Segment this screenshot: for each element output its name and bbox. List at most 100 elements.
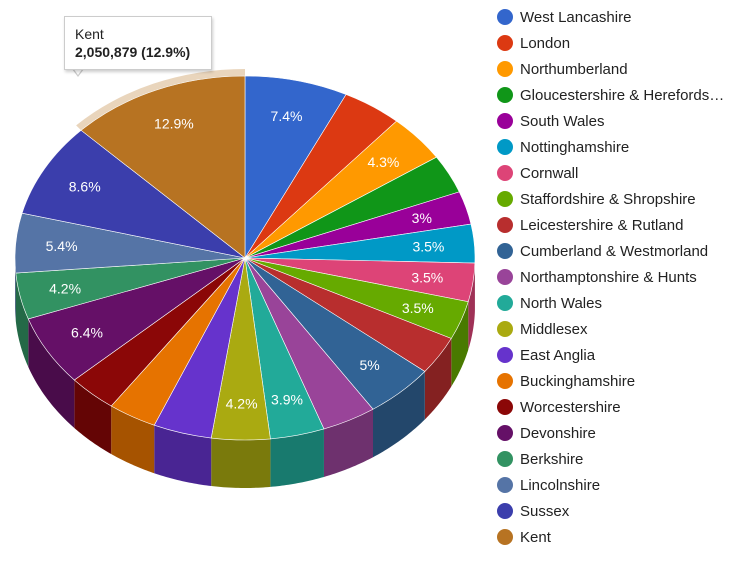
- legend-item[interactable]: Gloucestershire & Herefords…: [497, 82, 724, 108]
- slice-label-20: 8.6%: [69, 179, 101, 195]
- legend-item[interactable]: Lincolnshire: [497, 472, 724, 498]
- legend-swatch: [497, 321, 513, 337]
- legend-swatch: [497, 529, 513, 545]
- legend-label: Lincolnshire: [520, 476, 601, 494]
- legend-item[interactable]: Buckinghamshire: [497, 368, 724, 394]
- legend-swatch: [497, 61, 513, 77]
- slice-label-12: 3.9%: [271, 392, 303, 408]
- slice-label-5: 3%: [412, 210, 432, 226]
- legend-item[interactable]: Sussex: [497, 498, 724, 524]
- pie-side-12: [270, 428, 324, 487]
- legend-label: Middlesex: [520, 320, 588, 338]
- pie-side-16: [74, 380, 112, 455]
- legend-item[interactable]: Devonshire: [497, 420, 724, 446]
- pie-side-18: [15, 273, 29, 367]
- slice-label-3: 4.3%: [367, 154, 399, 170]
- slice-label-13: 4.2%: [226, 396, 258, 412]
- legend-swatch: [497, 425, 513, 441]
- legend-label: Kent: [520, 528, 551, 546]
- legend-label: Gloucestershire & Herefords…: [520, 86, 725, 104]
- legend-swatch: [497, 165, 513, 181]
- slice-label-6: 3.5%: [412, 238, 444, 254]
- legend-swatch: [497, 191, 513, 207]
- legend-item[interactable]: Kent: [497, 524, 724, 550]
- legend-swatch: [497, 451, 513, 467]
- pie-slice-highlight: [76, 69, 245, 131]
- legend-label: Worcestershire: [520, 398, 621, 416]
- pie-slices: [14, 69, 476, 441]
- legend-swatch: [497, 217, 513, 233]
- legend-item[interactable]: London: [497, 30, 724, 56]
- legend-swatch: [497, 373, 513, 389]
- legend-item[interactable]: Berkshire: [497, 446, 724, 472]
- tooltip-value: 2,050,879 (12.9%): [75, 44, 191, 60]
- slice-label-7: 3.5%: [411, 270, 443, 286]
- pie-side-14: [154, 425, 212, 487]
- slice-label-8: 3.5%: [402, 300, 434, 316]
- tooltip: Kent 2,050,879 (12.9%): [64, 16, 212, 70]
- pie-side-8: [451, 301, 469, 387]
- legend-label: Buckinghamshire: [520, 372, 636, 390]
- pie-slice-labels: 7.4% 4.3% 3% 3.5% 3.5% 3.5% 5% 3.9% 4.2% 6.4% 4.2%…: [46, 108, 445, 411]
- pie-slice-21[interactable]: [80, 75, 246, 259]
- legend-item[interactable]: Nottinghamshire: [497, 134, 724, 160]
- slice-label-21: 12.9%: [154, 116, 194, 132]
- pie-side-17: [28, 318, 75, 428]
- legend-item[interactable]: Northumberland: [497, 56, 724, 82]
- legend-swatch: [497, 347, 513, 363]
- legend-item[interactable]: West Lancashire: [497, 4, 724, 30]
- pie-side-13: [211, 438, 271, 488]
- legend-item[interactable]: Leicestershire & Rutland: [497, 212, 724, 238]
- legend-item[interactable]: Middlesex: [497, 316, 724, 342]
- legend-swatch: [497, 399, 513, 415]
- pie-side-walls: [15, 258, 475, 488]
- legend-label: Northumberland: [520, 60, 628, 78]
- pie-side-10: [373, 371, 425, 458]
- legend-label: Cumberland & Westmorland: [520, 242, 709, 260]
- legend-item[interactable]: South Wales: [497, 108, 724, 134]
- legend-swatch: [497, 503, 513, 519]
- slice-label-17: 6.4%: [71, 325, 103, 341]
- legend-swatch: [497, 35, 513, 51]
- slice-label-19: 5.4%: [46, 238, 78, 254]
- legend-swatch: [497, 9, 513, 25]
- legend-label: Cornwall: [520, 164, 579, 182]
- pie-chart: 7.4% 4.3% 3% 3.5% 3.5% 3.5% 5% 3.9% 4.2% 6.4% 4.2%…: [14, 69, 476, 488]
- slice-label-1: 7.4%: [271, 108, 303, 124]
- legend-item[interactable]: Worcestershire: [497, 394, 724, 420]
- legend-label: Nottinghamshire: [520, 138, 630, 156]
- slice-label-18: 4.2%: [49, 281, 81, 297]
- legend-item[interactable]: Staffordshire & Shropshire: [497, 186, 724, 212]
- legend-label: Berkshire: [520, 450, 584, 468]
- legend-item[interactable]: Cumberland & Westmorland: [497, 238, 724, 264]
- legend-label: Northamptonshire & Hunts: [520, 268, 697, 286]
- legend-label: West Lancashire: [520, 8, 632, 26]
- legend-swatch: [497, 269, 513, 285]
- legend-label: Leicestershire & Rutland: [520, 216, 684, 234]
- pie-side-9: [424, 338, 452, 420]
- slice-label-10: 5%: [359, 357, 379, 373]
- tooltip-pointer-fill: [73, 68, 83, 75]
- legend-label: Sussex: [520, 502, 570, 520]
- legend-label: Staffordshire & Shropshire: [520, 190, 696, 208]
- legend-swatch: [497, 477, 513, 493]
- legend-swatch: [497, 243, 513, 259]
- tooltip-title: Kent: [75, 26, 104, 42]
- legend-swatch: [497, 295, 513, 311]
- legend-label: East Anglia: [520, 346, 596, 364]
- legend-item[interactable]: Cornwall: [497, 160, 724, 186]
- legend-item[interactable]: East Anglia: [497, 342, 724, 368]
- legend-swatch: [497, 139, 513, 155]
- pie-slice-1[interactable]: [244, 75, 347, 260]
- legend-label: South Wales: [520, 112, 605, 130]
- legend-label: North Wales: [520, 294, 602, 312]
- legend-swatch: [497, 113, 513, 129]
- pie-side-15: [111, 406, 155, 474]
- legend-item[interactable]: North Wales: [497, 290, 724, 316]
- legend-item[interactable]: Northamptonshire & Hunts: [497, 264, 724, 290]
- legend-label: Devonshire: [520, 424, 596, 442]
- pie-side-11: [323, 409, 373, 477]
- pie-slice-20[interactable]: [21, 129, 246, 259]
- legend-label: London: [520, 34, 571, 52]
- legend-swatch: [497, 87, 513, 103]
